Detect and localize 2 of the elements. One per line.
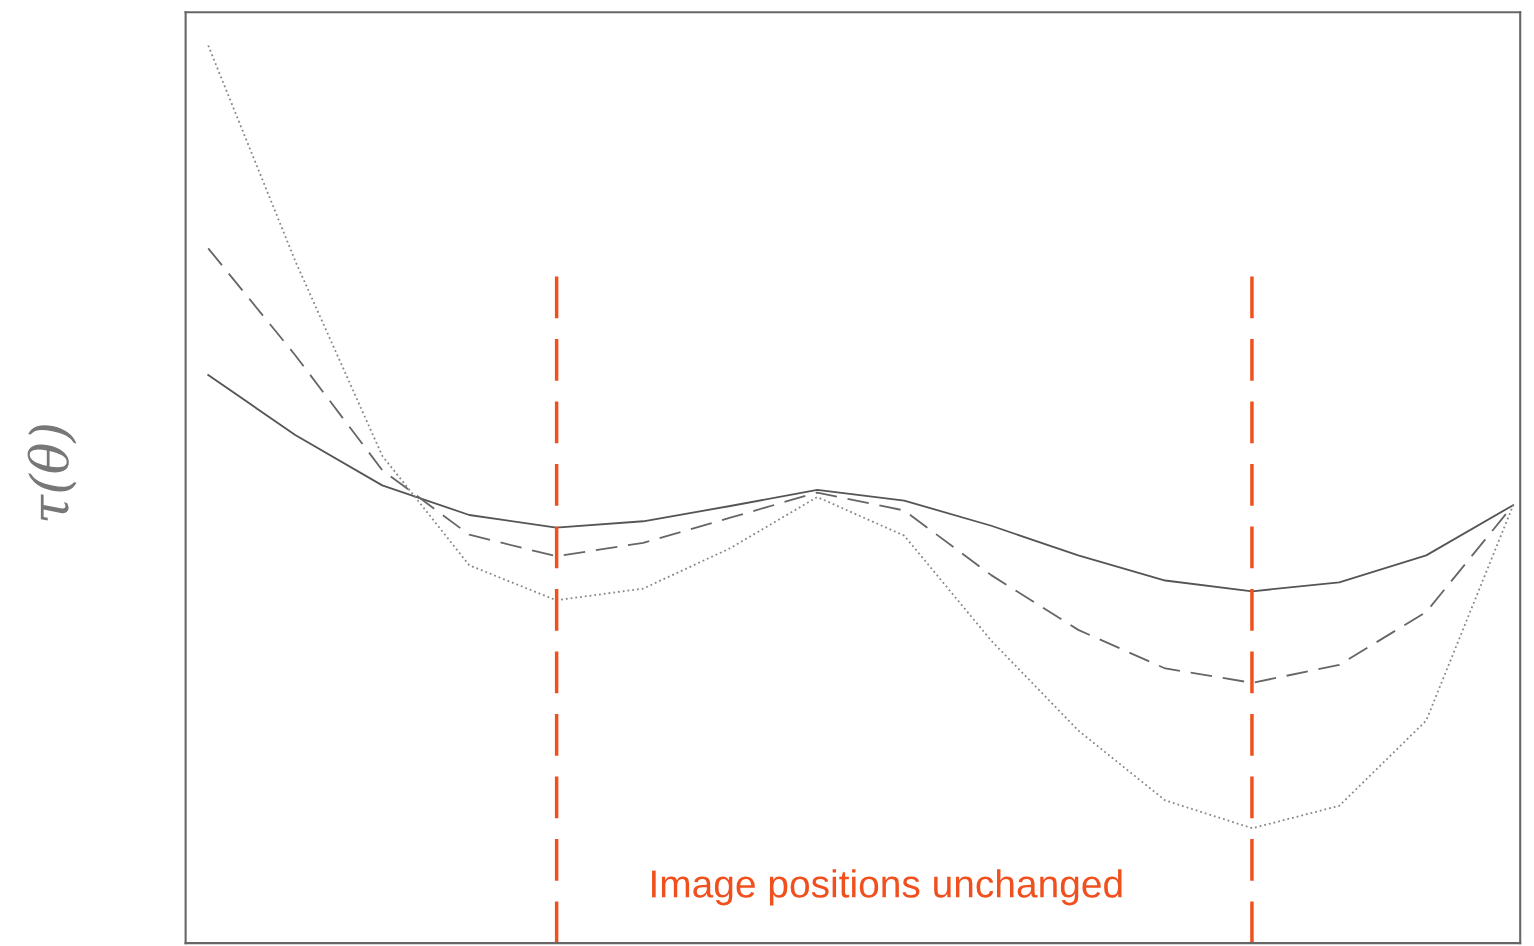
annotation: Image positions unchanged [652,869,1122,906]
y-axis-title: τ(θ) [27,425,77,521]
